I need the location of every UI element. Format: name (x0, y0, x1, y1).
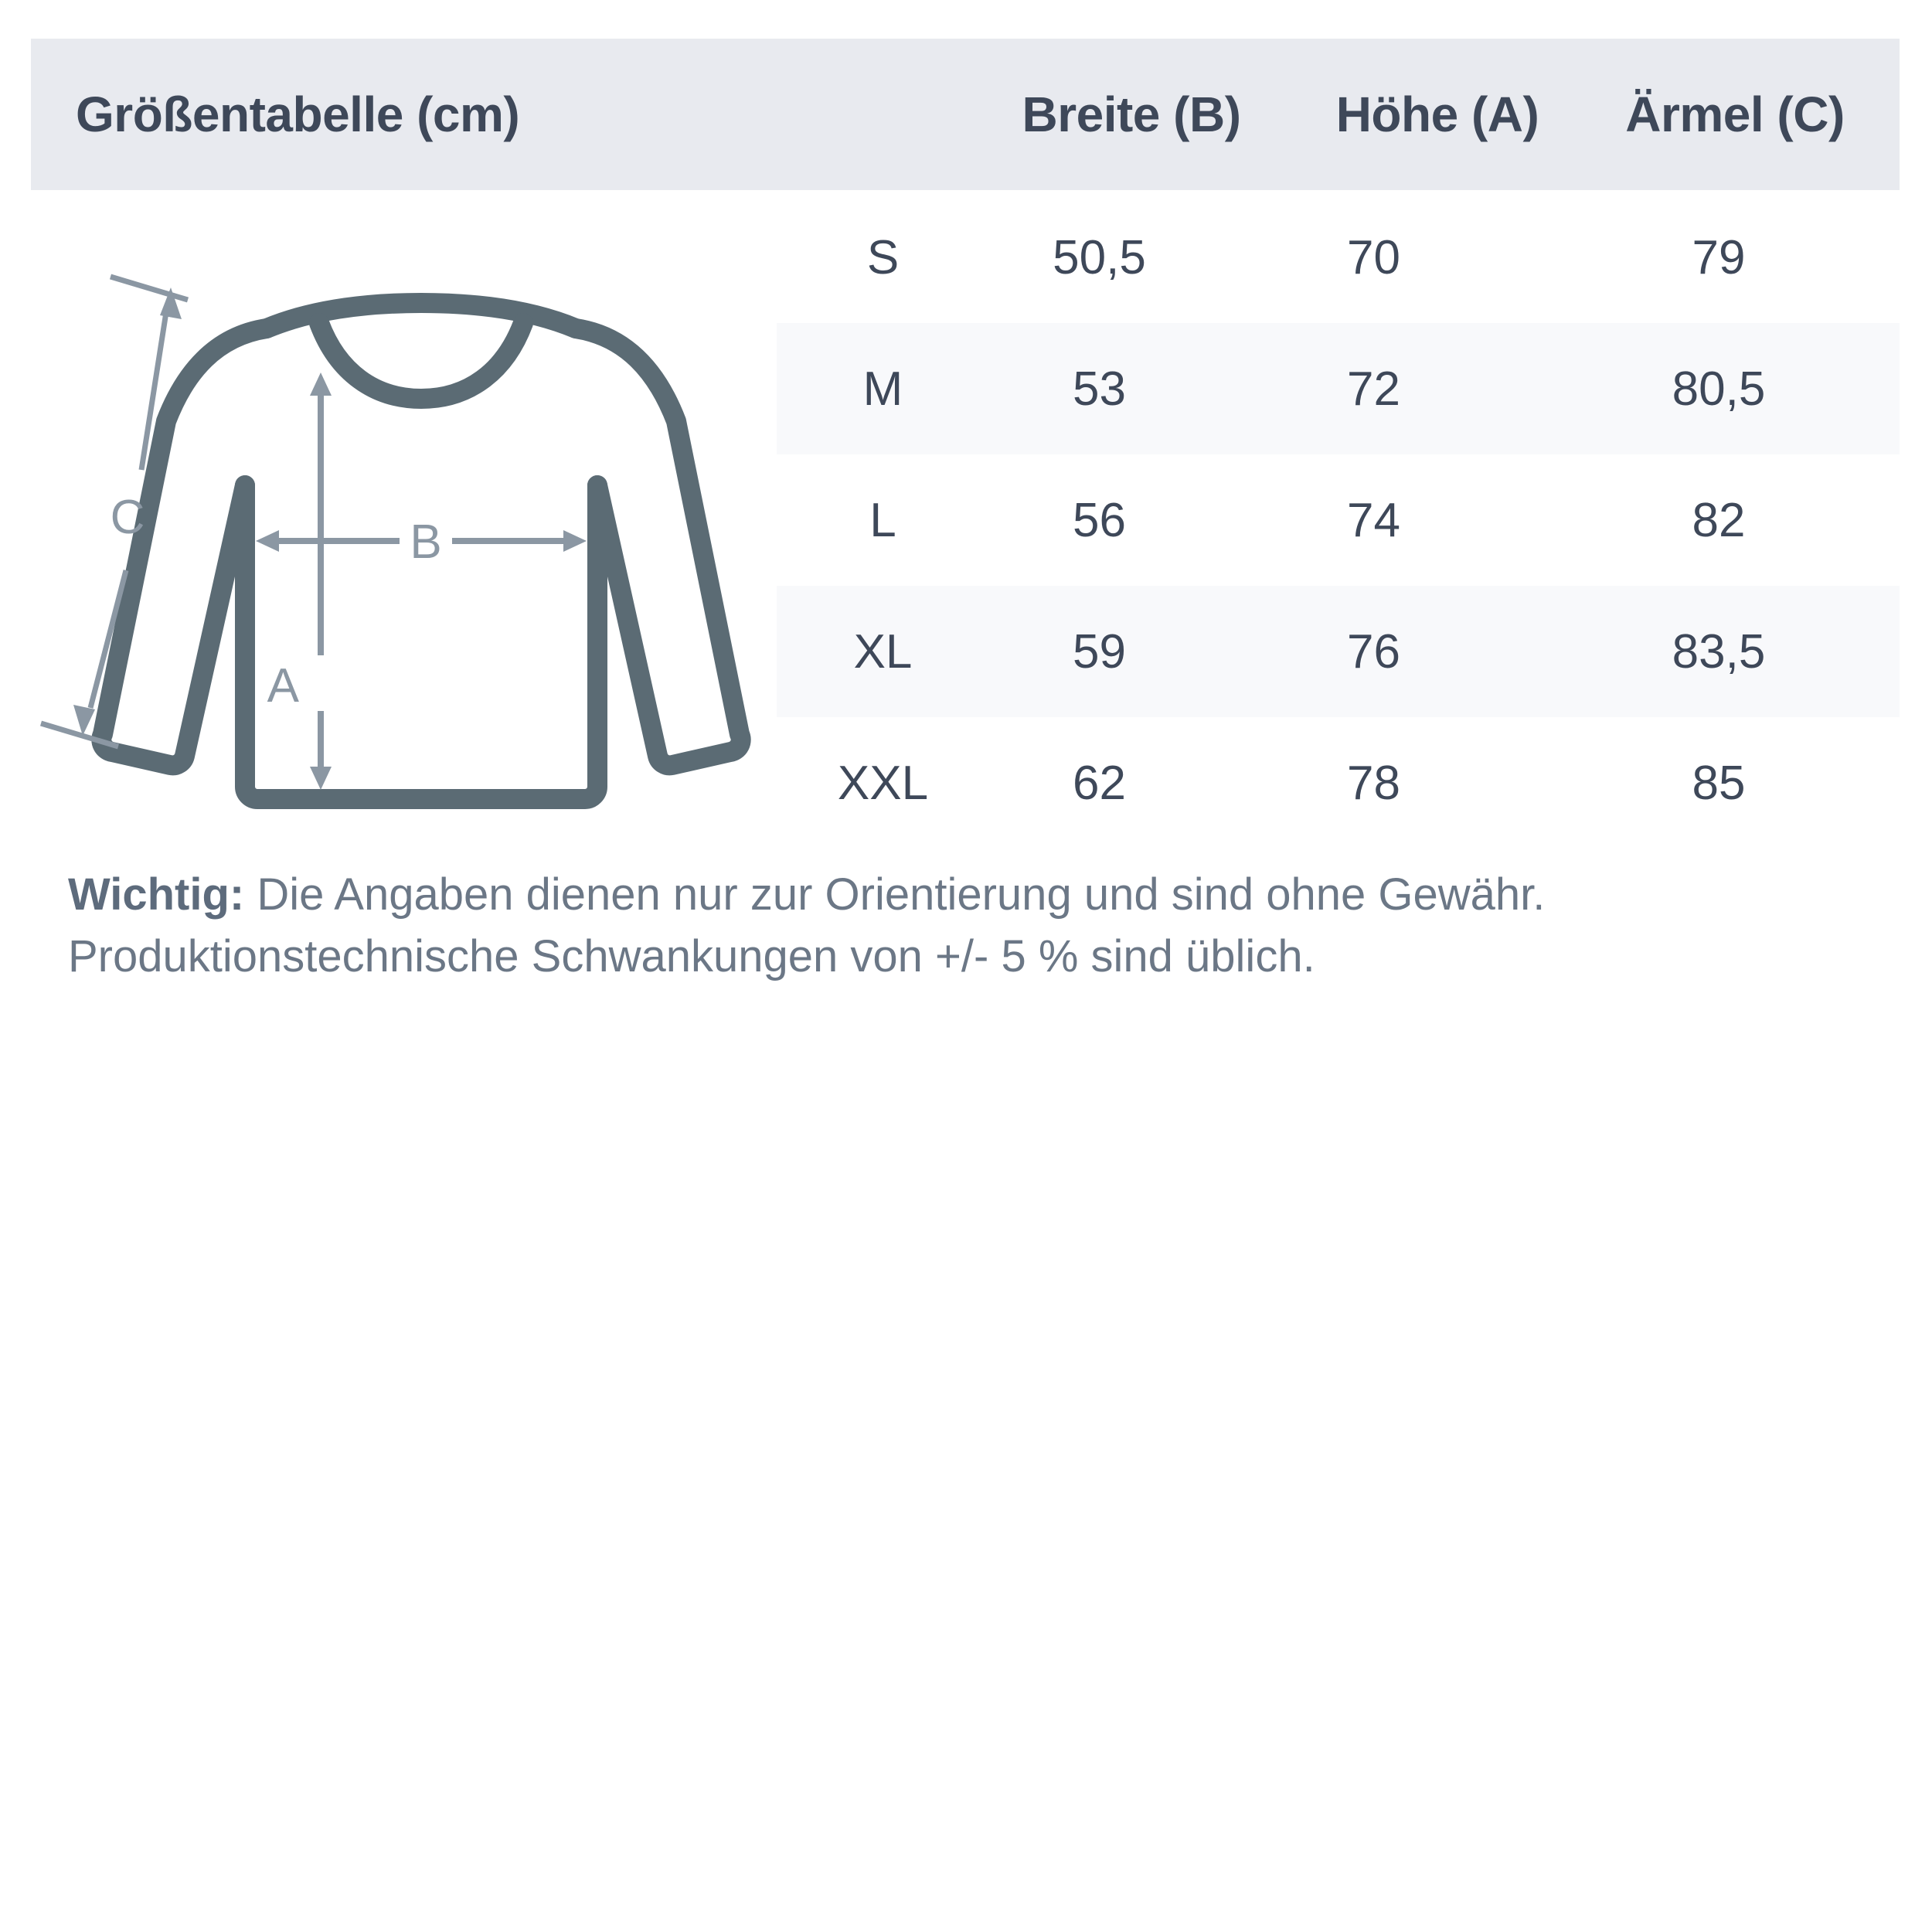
cell-size: S (866, 230, 900, 284)
cell-width: 56 (1073, 493, 1126, 547)
column-header-group: Breite (B) Höhe (A) Ärmel (C) (975, 86, 1883, 143)
cell-height: 78 (1347, 756, 1400, 810)
cell-size: L (869, 493, 896, 547)
cell-width: 62 (1073, 756, 1126, 810)
footnote: Wichtig: Die Angaben dienen nur zur Orie… (68, 864, 1869, 988)
table-row: S 50,5 70 79 (777, 192, 1900, 323)
cell-width: 53 (1073, 362, 1126, 416)
dimension-arrow-width: B (256, 515, 587, 569)
cell-size: XXL (837, 756, 929, 810)
footnote-emphasis: Wichtig: (68, 869, 245, 920)
cell-sleeve: 83,5 (1672, 624, 1766, 679)
column-header-sleeve: Ärmel (C) (1625, 87, 1845, 142)
dimension-arrow-height: A (267, 372, 332, 790)
cell-width: 50,5 (1053, 230, 1146, 284)
table-row: XL 59 76 83,5 (777, 586, 1900, 717)
cell-height: 76 (1347, 624, 1400, 679)
table-row: L 56 74 82 (777, 454, 1900, 586)
table-header-band: Größentabelle (cm) Breite (B) Höhe (A) Ä… (31, 39, 1900, 190)
cell-height: 74 (1347, 493, 1400, 547)
cell-sleeve: 80,5 (1672, 362, 1766, 416)
cell-height: 70 (1347, 230, 1400, 284)
footnote-line-2: Produktionstechnische Schwankungen von +… (68, 931, 1315, 982)
table-row: XXL 62 78 85 (777, 717, 1900, 849)
page-title: Größentabelle (cm) (76, 87, 520, 142)
column-header-height: Höhe (A) (1335, 87, 1539, 142)
dimension-label-width: B (410, 515, 441, 569)
cell-size: XL (853, 624, 913, 679)
cell-height: 72 (1347, 362, 1400, 416)
garment-diagram: A B (35, 255, 792, 819)
dimension-label-sleeve: C (111, 491, 145, 544)
cell-width: 59 (1073, 624, 1126, 679)
size-table-body: S 50,5 70 79 M 53 72 80,5 L 56 74 82 XL … (777, 192, 1900, 849)
footnote-line-1: Wichtig: Die Angaben dienen nur zur Orie… (68, 864, 1869, 926)
column-header-width: Breite (B) (1022, 87, 1241, 142)
dimension-label-height: A (267, 659, 300, 713)
cell-size: M (862, 362, 903, 416)
dimension-arrow-sleeve: C (39, 274, 189, 750)
footnote-line-1-text: Die Angaben dienen nur zur Orientierung … (244, 869, 1546, 920)
cell-sleeve: 79 (1692, 230, 1746, 284)
table-row: M 53 72 80,5 (777, 323, 1900, 454)
cell-sleeve: 82 (1692, 493, 1746, 547)
cell-sleeve: 85 (1692, 756, 1746, 810)
